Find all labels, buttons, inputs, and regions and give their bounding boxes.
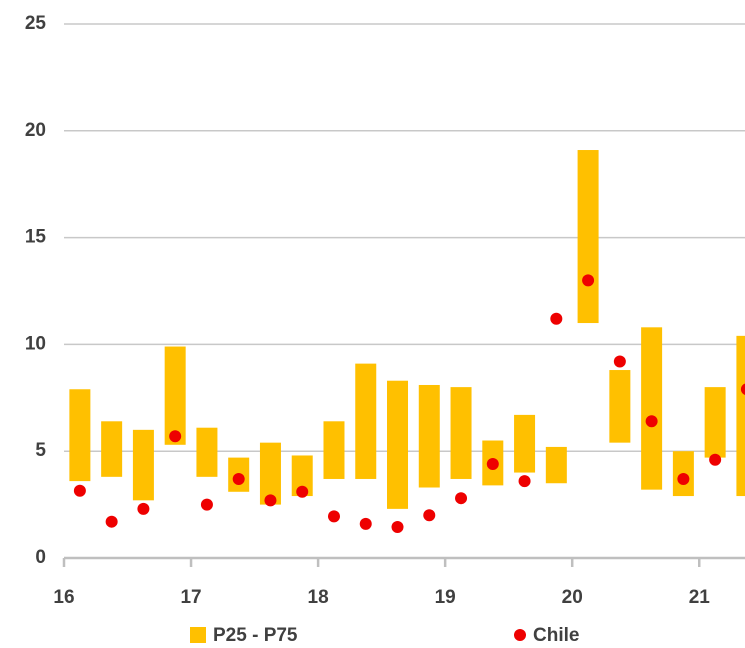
chile-point: [264, 494, 277, 507]
chile-point: [359, 517, 372, 530]
range-bar: [132, 429, 154, 501]
x-tick-label: 21: [689, 587, 711, 608]
y-tick-label: 25: [25, 13, 47, 34]
range-bar: [545, 446, 567, 484]
range-bar: [704, 387, 726, 458]
chile-point: [645, 415, 658, 428]
range-bar: [577, 150, 599, 324]
chile-point: [327, 510, 340, 523]
y-tick-label: 0: [35, 547, 46, 568]
chile-point: [518, 475, 531, 488]
range-bar: [323, 421, 345, 479]
range-bar: [69, 389, 91, 482]
chile-point: [105, 515, 118, 528]
x-tick-label: 20: [562, 587, 583, 608]
range-bar: [736, 335, 745, 497]
range-bar: [387, 380, 409, 509]
chile-point: [740, 383, 745, 395]
range-bar: [355, 363, 377, 479]
chile-point: [423, 509, 436, 522]
chile-point: [613, 355, 626, 368]
chile-point: [296, 485, 309, 498]
range-bar: [291, 455, 313, 497]
chile-point: [455, 492, 468, 505]
chile-point: [73, 484, 86, 497]
x-tick-label: 18: [308, 587, 329, 608]
chile-point: [391, 521, 404, 534]
range-bar: [450, 387, 472, 479]
range-bar: [259, 442, 281, 505]
y-tick-label: 5: [35, 440, 46, 461]
range-bar: [196, 427, 218, 477]
range-bar: [101, 421, 123, 477]
legend-swatch: [190, 627, 206, 643]
chile-point: [550, 312, 563, 325]
chile-point: [137, 502, 150, 515]
y-tick-label: 10: [25, 333, 46, 354]
chile-point: [200, 498, 213, 511]
legend-swatch: [514, 629, 526, 641]
range-bar: [641, 327, 663, 490]
chile-point: [709, 453, 722, 466]
chile-point: [169, 430, 182, 443]
legend-label: Chile: [533, 625, 579, 646]
y-tick-label: 20: [25, 120, 46, 141]
chile-point: [232, 472, 245, 485]
range-bar: [164, 346, 186, 445]
x-tick-label: 17: [180, 587, 201, 608]
chile-point: [677, 472, 690, 485]
chile-point: [486, 458, 499, 471]
legend-label: P25 - P75: [213, 625, 298, 646]
range-bar: [514, 414, 536, 473]
y-tick-label: 15: [25, 227, 47, 248]
range-bar: [418, 384, 440, 488]
chile-point: [582, 274, 595, 287]
range-bar: [609, 370, 631, 443]
x-tick-label: 19: [435, 587, 456, 608]
x-tick-label: 16: [53, 587, 74, 608]
